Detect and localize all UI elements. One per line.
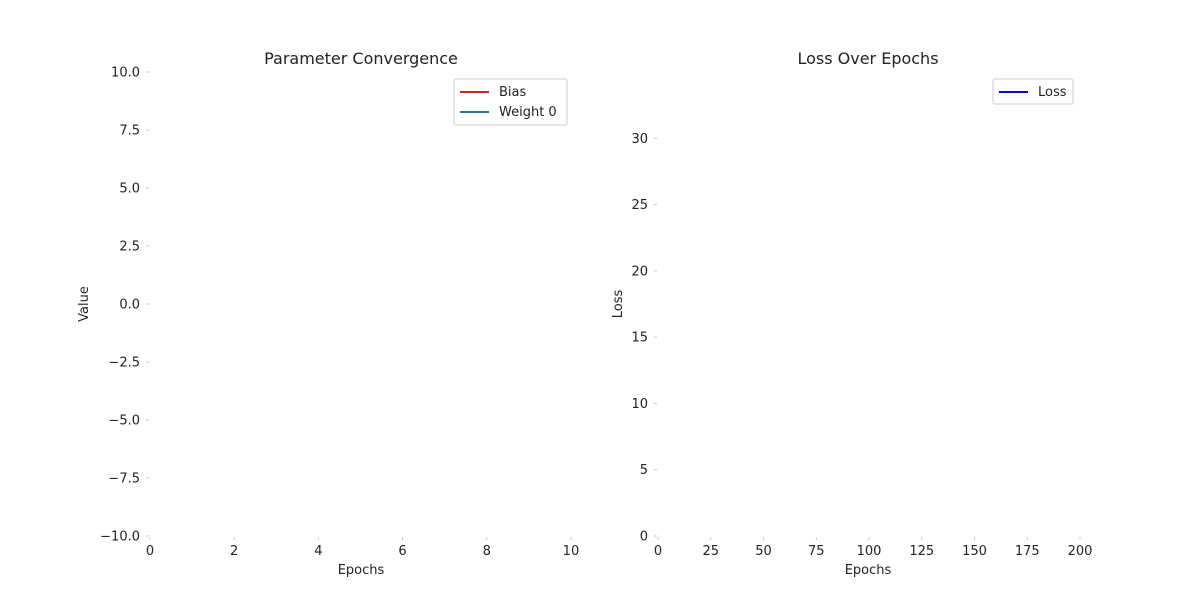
y-axis: 0 5 10 15 20 25 30 [631,132,657,545]
x-tick-label: 200 [1068,544,1093,559]
y-axis-label: Loss [611,290,626,319]
y-tick-label: −2.5 [108,356,140,371]
legend: Bias Weight 0 [453,78,568,126]
y-tick-label: −7.5 [108,472,140,487]
legend-box [992,78,1074,105]
y-tick-label: 30 [631,132,648,147]
x-tick-label: 0 [654,544,662,559]
y-tick-label: −10.0 [100,530,140,545]
x-tick-label: 4 [314,544,322,559]
parameter-convergence-panel: Parameter Convergence −10.0 −7.5 −5.0 −2.5 0… [77,49,579,578]
x-axis-label: Epochs [338,563,385,578]
loss-over-epochs-panel: Loss Over Epochs 0 5 10 15 20 25 30 0 25 50 75 100… [611,49,1092,578]
x-tick-label: 75 [808,544,825,559]
y-tick-label: 2.5 [119,240,140,255]
y-tick-label: 5.0 [119,182,140,197]
x-axis-label: Epochs [845,563,892,578]
x-tick-label: 100 [857,544,882,559]
x-tick-label: 50 [755,544,772,559]
y-axis: −10.0 −7.5 −5.0 −2.5 0.0 2.5 5.0 7.5 10.0 [100,66,149,545]
x-tick-label: 0 [146,544,154,559]
x-tick-label: 25 [702,544,719,559]
y-tick-label: 10.0 [111,66,140,81]
x-axis: 0 25 50 75 100 125 150 175 200 [654,537,1093,559]
legend: Loss [992,78,1074,105]
y-tick-label: 0.0 [119,298,140,313]
y-tick-label: 7.5 [119,124,140,139]
legend-box [453,78,568,126]
chart-title: Loss Over Epochs [797,49,938,68]
x-tick-label: 175 [1015,544,1040,559]
y-tick-label: 0 [640,530,648,545]
y-tick-label: 25 [631,198,648,213]
x-tick-label: 6 [398,544,406,559]
legend-label-weight-0: Weight 0 [499,105,557,120]
chart-title: Parameter Convergence [264,49,458,68]
legend-label-bias: Bias [499,85,526,100]
legend-label-loss: Loss [1038,85,1067,100]
y-tick-label: 10 [631,397,648,412]
x-axis: 0 2 4 6 8 10 [146,537,579,559]
x-tick-label: 10 [563,544,580,559]
x-tick-label: 125 [909,544,934,559]
y-tick-label: −5.0 [108,414,140,429]
x-tick-label: 8 [483,544,491,559]
x-tick-label: 2 [230,544,238,559]
y-tick-label: 20 [631,264,648,279]
x-tick-label: 150 [962,544,987,559]
y-tick-label: 5 [640,463,648,478]
y-axis-label: Value [77,286,92,322]
y-tick-label: 15 [631,331,648,346]
